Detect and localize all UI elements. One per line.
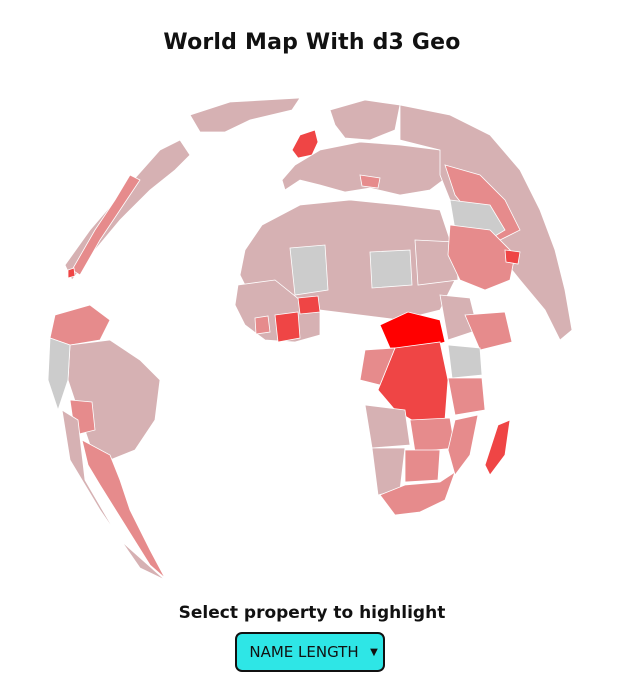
country-liberia[interactable] <box>254 315 271 335</box>
country-europe[interactable] <box>281 141 451 196</box>
country-central-asia[interactable] <box>444 164 521 241</box>
land-layer <box>47 97 573 581</box>
country-caribbean[interactable] <box>67 267 76 279</box>
country-algeria-grey[interactable] <box>289 244 329 296</box>
country-greenland[interactable] <box>189 97 301 133</box>
country-egypt[interactable] <box>414 239 459 286</box>
country-chile[interactable] <box>61 409 166 581</box>
country-burkina-faso[interactable] <box>297 295 321 315</box>
country-colombia-venezuela[interactable] <box>49 304 111 346</box>
country-madagascar[interactable] <box>484 419 511 476</box>
country-south-africa[interactable] <box>379 470 456 516</box>
country-kenya-grey[interactable] <box>447 344 483 379</box>
globe-map <box>47 97 573 581</box>
country-usa-east[interactable] <box>71 174 141 276</box>
page-title: World Map With d3 Geo <box>163 30 461 55</box>
country-zambia[interactable] <box>409 417 456 453</box>
country-argentina[interactable] <box>81 439 166 579</box>
country-peru-grey[interactable] <box>47 337 71 412</box>
country-scandinavia[interactable] <box>329 99 401 141</box>
country-brazil[interactable] <box>67 339 161 461</box>
country-saudi-arabia[interactable] <box>447 224 516 291</box>
country-botswana[interactable] <box>404 449 441 483</box>
chevron-down-icon: ▼ <box>370 646 378 658</box>
country-libya-grey[interactable] <box>369 249 413 289</box>
country-mozambique[interactable] <box>447 414 479 476</box>
country-uae[interactable] <box>504 249 521 265</box>
property-select-label: Select property to highlight <box>178 603 446 623</box>
country-tanzania[interactable] <box>447 377 486 416</box>
country-ivory-coast[interactable] <box>274 311 301 343</box>
country-angola[interactable] <box>364 404 411 449</box>
country-italy-region[interactable] <box>359 174 381 189</box>
country-ethiopia[interactable] <box>464 311 513 351</box>
country-congo[interactable] <box>359 347 396 386</box>
property-select-value: NAME LENGTH <box>249 643 359 661</box>
property-select[interactable]: NAME LENGTH ▼ <box>235 632 385 672</box>
